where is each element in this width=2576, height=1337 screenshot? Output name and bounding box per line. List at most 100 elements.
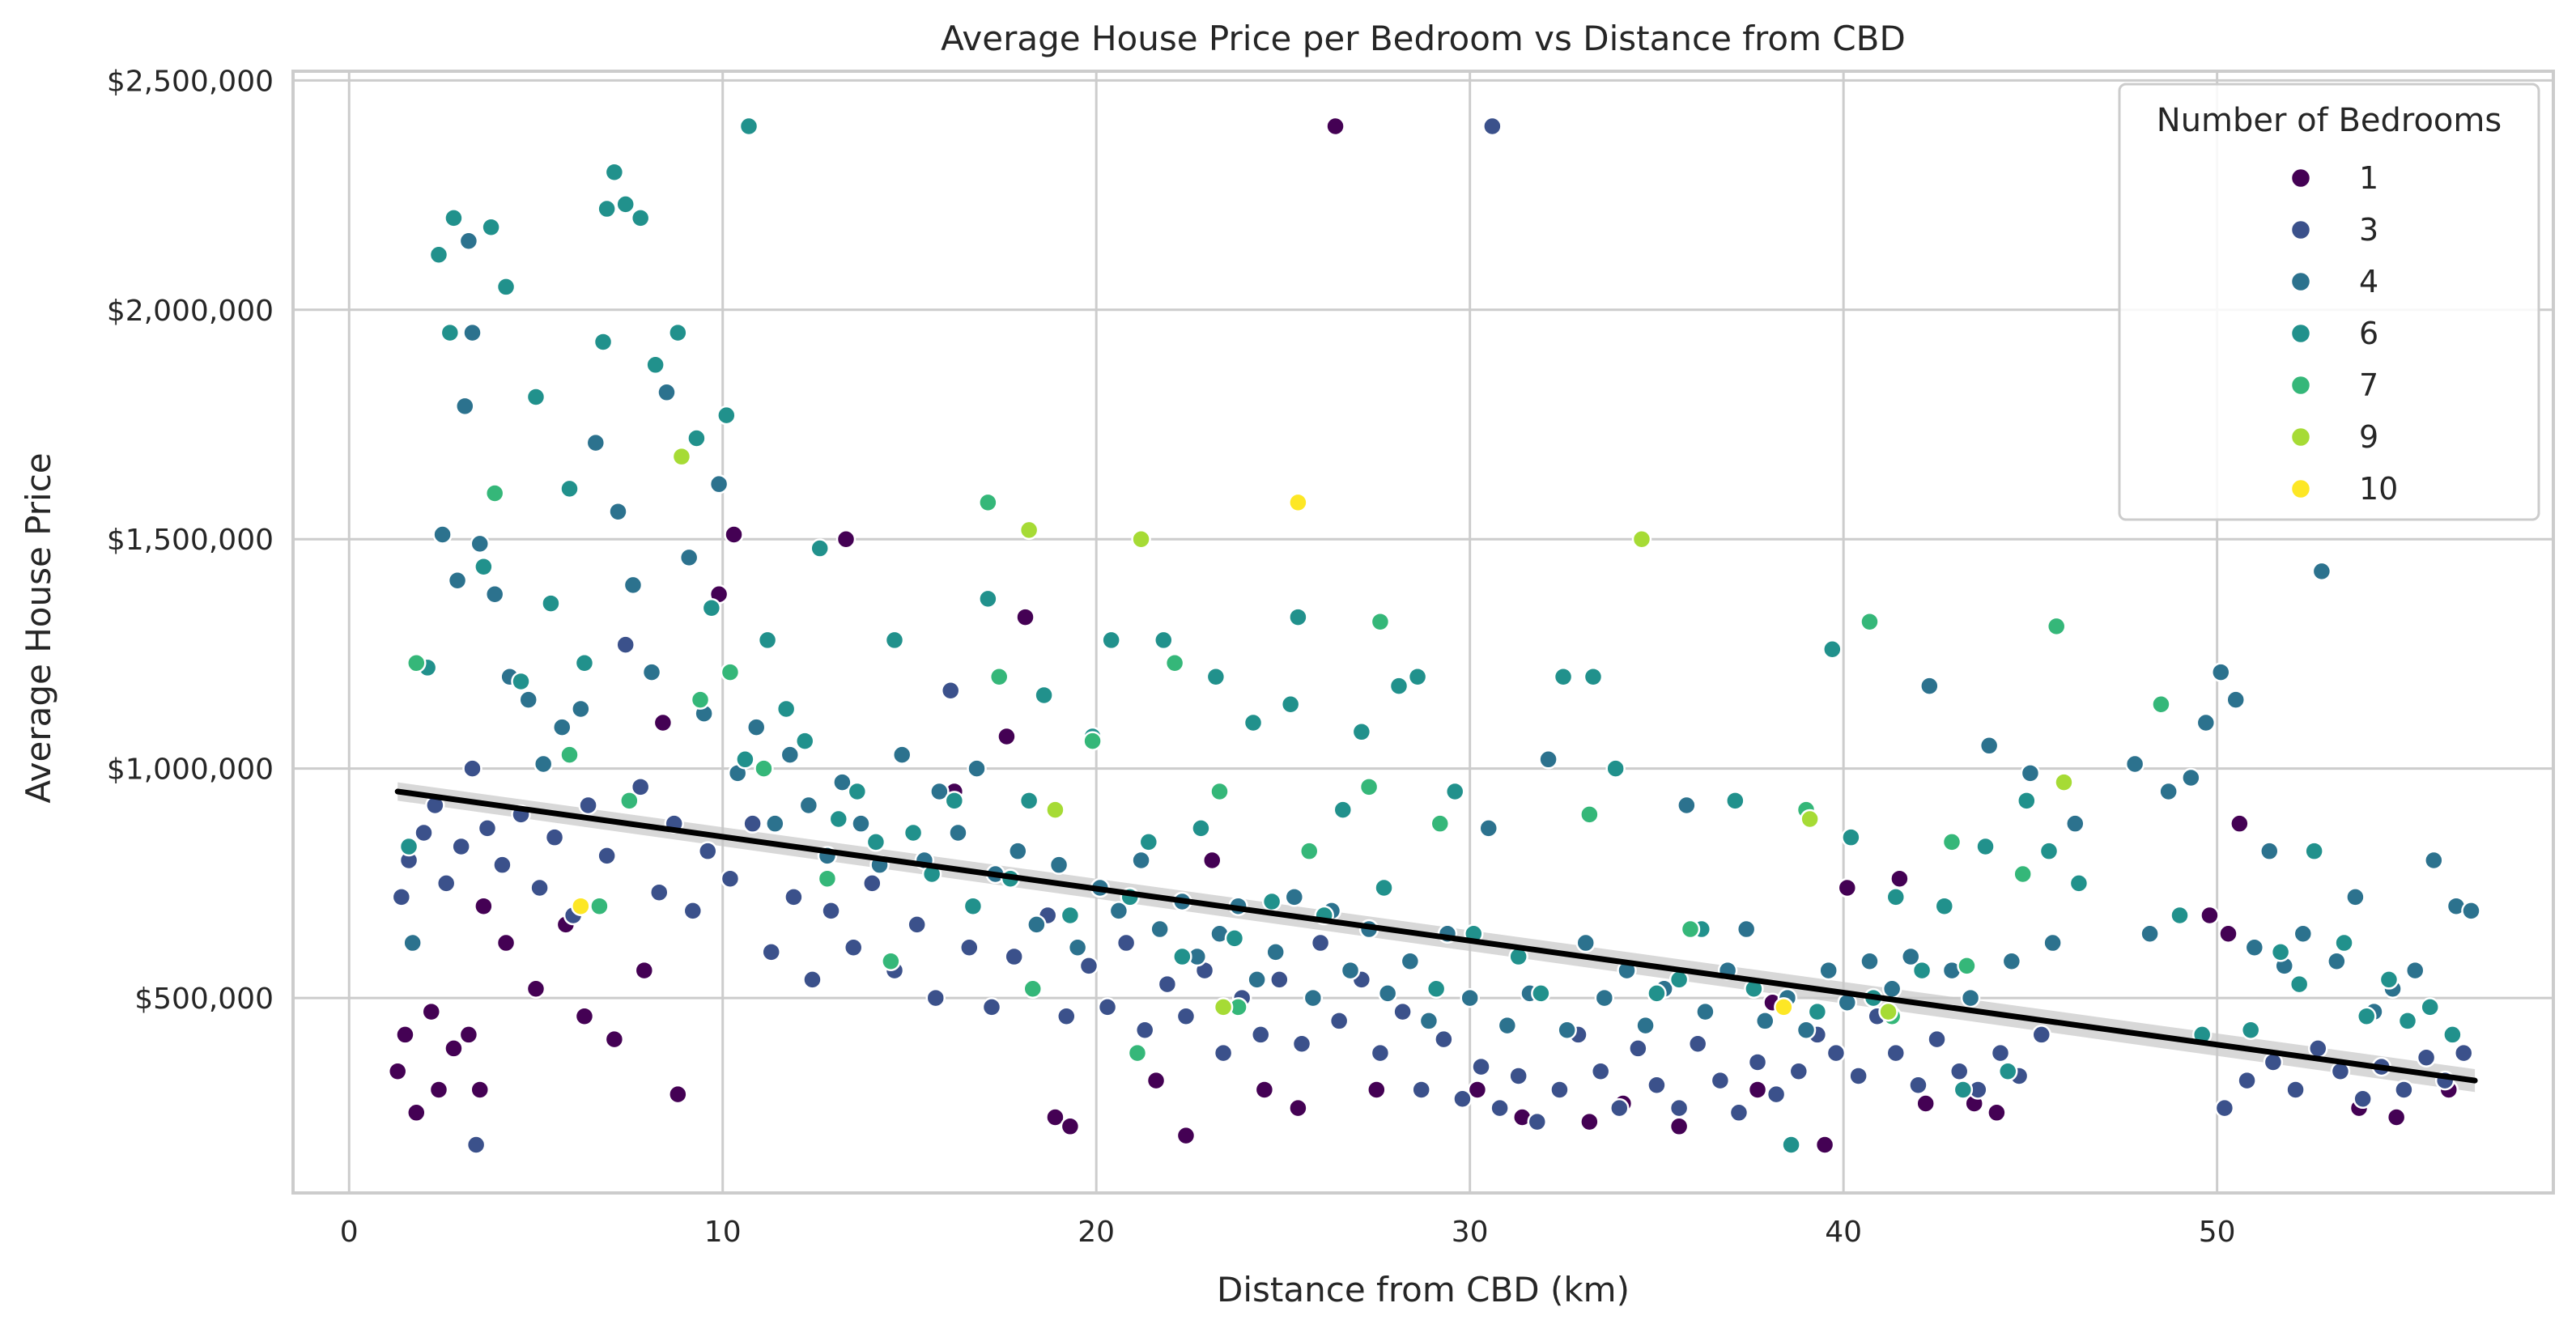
data-point-bedrooms-6 [2017,791,2037,811]
data-point-bedrooms-4 [967,758,987,779]
data-point-bedrooms-4 [1755,1011,1775,1031]
data-point-bedrooms-3 [1949,1061,1970,1082]
data-point-bedrooms-6 [2357,1006,2377,1027]
data-point-bedrooms-1 [1747,1080,1768,1100]
data-point-bedrooms-6 [944,791,965,811]
data-point-bedrooms-3 [1291,1034,1312,1055]
x-tick-label: 0 [340,1216,359,1249]
data-point-bedrooms-6 [738,116,759,137]
y-tick-label: $500,000 [134,983,274,1016]
data-point-bedrooms-1 [421,1001,442,1022]
data-point-bedrooms-6 [903,822,924,843]
x-tick-label: 50 [2199,1216,2236,1249]
data-point-bedrooms-1 [444,1038,464,1059]
data-point-bedrooms-4 [1150,919,1170,940]
data-point-bedrooms-4 [571,698,591,719]
data-point-bedrooms-4 [1460,987,1480,1008]
data-point-bedrooms-6 [1101,630,1121,651]
data-point-bedrooms-4 [1557,1020,1577,1041]
data-point-bedrooms-1 [2386,1107,2407,1127]
data-point-bedrooms-6 [1374,877,1394,898]
data-point-bedrooms-7 [1860,611,1880,632]
data-point-bedrooms-6 [2420,997,2440,1017]
data-point-bedrooms-6 [1034,685,1054,706]
data-point-bedrooms-6 [597,198,617,219]
data-point-bedrooms-4 [832,772,852,792]
data-point-bedrooms-7 [720,662,741,682]
data-point-bedrooms-4 [929,781,950,802]
data-point-bedrooms-6 [735,749,755,770]
data-point-bedrooms-3 [1434,1029,1454,1050]
data-point-bedrooms-1 [1668,1116,1690,1137]
data-point-bedrooms-6 [495,277,516,297]
data-point-bedrooms-4 [2158,781,2179,802]
data-point-bedrooms-3 [529,877,550,898]
data-point-bedrooms-6 [884,630,905,651]
data-point-bedrooms-6 [2304,841,2324,861]
data-point-bedrooms-4 [1284,887,1305,907]
data-point-bedrooms-1 [1837,877,1858,898]
legend-label-3: 3 [2359,212,2378,248]
data-point-bedrooms-4 [2124,753,2145,775]
data-point-bedrooms-1 [1015,607,1035,627]
data-point-bedrooms-4 [1677,795,1697,816]
data-point-bedrooms-6 [474,556,494,577]
data-point-bedrooms-4 [2461,901,2481,921]
legend-label-10: 10 [2359,471,2398,507]
data-point-bedrooms-4 [432,524,453,545]
data-point-bedrooms-6 [1407,667,1428,687]
data-point-bedrooms-6 [1531,983,1551,1004]
data-point-bedrooms-3 [1728,1102,1749,1123]
data-point-bedrooms-3 [597,846,617,866]
data-point-bedrooms-6 [1553,667,1574,687]
data-point-bedrooms-6 [1388,676,1409,696]
data-point-bedrooms-3 [1628,1038,1648,1059]
data-point-bedrooms-1 [1060,1116,1081,1137]
data-point-bedrooms-3 [784,887,804,907]
data-point-bedrooms-4 [552,717,572,737]
data-point-bedrooms-3 [1251,1025,1271,1045]
x-tick-label: 20 [1078,1216,1115,1249]
data-point-bedrooms-6 [525,387,546,407]
data-point-bedrooms-3 [1927,1029,1947,1050]
data-point-bedrooms-3 [1668,1097,1690,1118]
data-point-bedrooms-4 [2345,887,2366,907]
data-point-bedrooms-6 [2270,942,2291,962]
data-point-bedrooms-4 [455,396,475,417]
data-point-bedrooms-1 [634,960,655,981]
data-point-bedrooms-3 [465,1135,487,1155]
data-point-bedrooms-6 [1583,667,1604,687]
data-point-bedrooms-3 [862,873,882,893]
data-point-bedrooms-1 [387,1061,408,1082]
data-point-bedrooms-4 [1919,676,1940,696]
data-point-bedrooms-6 [630,208,651,228]
data-point-bedrooms-6 [2378,970,2400,990]
data-point-bedrooms-1 [997,726,1017,747]
data-point-bedrooms-4 [2043,932,2063,953]
data-point-bedrooms-4 [798,795,819,816]
data-point-bedrooms-6 [1351,722,1372,742]
data-point-bedrooms-4 [1067,937,1088,957]
y-tick-label: $2,000,000 [107,295,274,328]
data-point-bedrooms-6 [511,671,531,692]
data-point-bedrooms-3 [720,868,741,889]
data-point-bedrooms-4 [1796,1020,1817,1041]
legend: Number of Bedrooms 1 3 4 6 7 9 10 [2118,83,2540,521]
data-point-bedrooms-4 [2244,937,2265,957]
data-point-bedrooms-4 [1575,932,1596,953]
plot-frame [291,70,2555,1195]
data-point-bedrooms-4 [462,322,482,343]
data-point-bedrooms-4 [1538,749,1558,770]
data-point-bedrooms-6 [776,698,797,719]
data-point-bedrooms-3 [1370,1042,1391,1063]
data-point-bedrooms-9 [1045,800,1065,820]
data-point-bedrooms-6 [1243,712,1264,733]
data-point-bedrooms-10 [571,896,591,916]
data-point-bedrooms-3 [742,813,763,834]
data-point-bedrooms-4 [2293,923,2314,944]
data-point-bedrooms-1 [406,1102,427,1123]
data-point-bedrooms-1 [604,1029,625,1050]
data-point-bedrooms-4 [1131,850,1151,871]
data-point-bedrooms-7 [589,896,610,916]
